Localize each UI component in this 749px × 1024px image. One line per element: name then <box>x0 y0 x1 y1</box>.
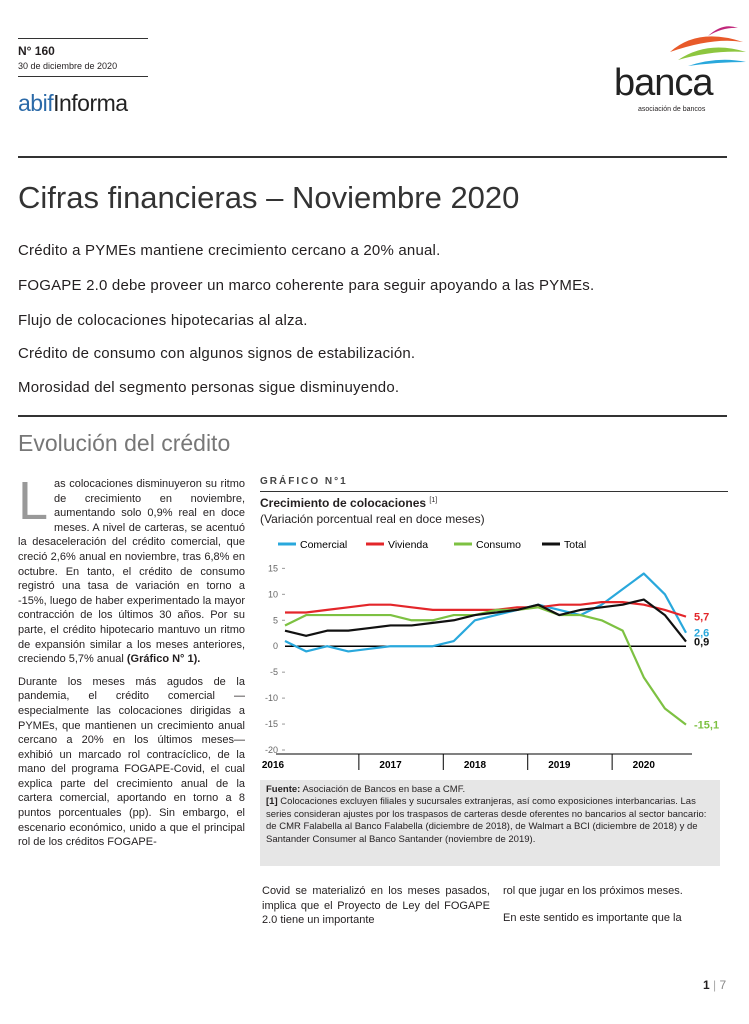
brand: banca <box>614 62 714 104</box>
series-line <box>285 601 687 618</box>
x-tick-label: 2019 <box>548 760 571 771</box>
issue-number: N° 160 <box>18 44 55 58</box>
series-line <box>284 598 687 643</box>
series-line <box>284 606 687 726</box>
logo: abifInforma <box>18 90 128 117</box>
page-total: 7 <box>719 978 727 992</box>
page: 1 <box>703 978 710 992</box>
highlight: Morosidad del segmento personas sigue di… <box>18 379 400 396</box>
text: Crecimiento de colocaciones <box>260 496 427 510</box>
chart-title: Crecimiento de colocaciones [1] <box>260 496 437 510</box>
legend-label: Consumo <box>476 539 521 551</box>
highlight: Crédito de consumo con algunos signos de… <box>18 345 416 362</box>
x-tick-label: 2016 <box>262 760 285 771</box>
column: rol que jugar en los próximos meses. En e… <box>503 884 730 933</box>
source: Asociación de Bancos en base a CMF. <box>302 784 466 795</box>
highlight: FOGAPE 2.0 debe proveer un marco coheren… <box>18 277 595 294</box>
source-box: Fuente: Asociación de Bancos en base a C… <box>260 780 720 866</box>
series-line <box>284 572 687 653</box>
paragraph: En este sentido es importante que la <box>503 911 682 924</box>
page-number: 1 | 7 <box>703 978 727 992</box>
y-tick-label: -20 <box>265 745 278 755</box>
drop-cap: L <box>18 471 49 531</box>
paragraph: Covid se materializó en los meses pasado… <box>262 885 490 927</box>
highlight: Flujo de colocaciones hipotecarias al al… <box>18 312 308 329</box>
legend-label: Comercial <box>300 539 347 551</box>
logo-prefix: abif <box>18 90 54 116</box>
highlight: Crédito a PYMEs mantiene crecimiento cer… <box>18 242 441 259</box>
rule <box>18 156 727 158</box>
rule <box>18 415 727 417</box>
title: Cifras financieras – Noviembre 2020 <box>18 180 520 215</box>
legend-label: Vivienda <box>388 539 428 551</box>
chart-subtitle: (Variación porcentual real en doce meses… <box>260 512 485 526</box>
y-tick-label: 15 <box>268 563 278 573</box>
y-tick-label: -15 <box>265 719 278 729</box>
y-tick-label: -10 <box>265 693 278 703</box>
rule <box>260 491 728 492</box>
brand-mark <box>670 26 746 66</box>
rule <box>18 76 148 77</box>
note-label: [1] <box>266 796 278 808</box>
rule <box>18 38 148 39</box>
chart: 15 10 5 0 -5 -10 -15 -20 2016 2017 2018 2019 2020 Com… <box>262 539 719 771</box>
column: Covid se materializó en los meses pasado… <box>262 884 490 936</box>
brand-sub: asociación de bancos <box>638 106 706 113</box>
end-label: 5,7 <box>694 612 709 624</box>
source-label: Fuente: <box>266 784 301 795</box>
x-tick-label: 2017 <box>379 760 402 771</box>
end-label: 0,9 <box>694 637 709 649</box>
y-tick-label: 10 <box>268 589 278 599</box>
note: Colocaciones excluyen filiales y sucursa… <box>266 796 707 845</box>
y-tick-label: 5 <box>273 615 278 625</box>
x-tick-label: 2018 <box>464 760 487 771</box>
text: as colocaciones disminuyeron su ritmo de… <box>18 478 245 666</box>
legend-label: Total <box>564 539 586 551</box>
paragraph: Durante los meses más agudos de la pande… <box>18 675 245 849</box>
end-label: -15,1 <box>694 720 719 732</box>
x-tick-label: 2020 <box>633 760 656 771</box>
logo-main: Informa <box>53 90 128 116</box>
chart-label: GRÁFICO N°1 <box>260 476 348 487</box>
paragraph: rol que jugar en los próximos meses. <box>503 885 683 897</box>
y-tick-label: 0 <box>273 641 278 651</box>
issue-date: 30 de diciembre de 2020 <box>18 61 118 71</box>
y-tick-label: -5 <box>270 667 278 677</box>
end-label: 2,6 <box>694 628 709 640</box>
note-ref: [1] <box>429 497 438 504</box>
section-title: Evolución del crédito <box>18 430 231 456</box>
text: (Gráfico N° 1). <box>126 653 201 666</box>
